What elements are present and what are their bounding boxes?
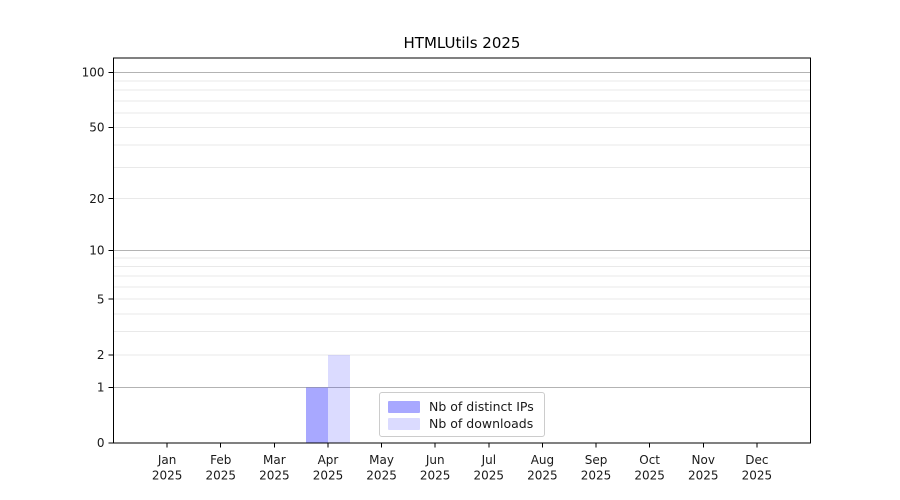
x-tick-label-year: 2025 [420,469,451,483]
x-tick-label-month: Feb [210,453,231,467]
y-tick-labels: 0 1 2 5 10 20 50 100 [82,66,105,450]
y-tick-label: 1 [97,381,105,395]
legend-swatch-distinct-ips [388,400,420,413]
x-tick-label-month: Dec [745,453,768,467]
x-tick-label-month: Jan [157,453,177,467]
x-tick-label-month: Jun [425,453,445,467]
x-tick-label-year: 2025 [366,469,397,483]
y-tick-label: 50 [89,121,104,135]
y-tick-label: 2 [97,348,105,362]
x-tick-label-year: 2025 [634,469,665,483]
x-tick-label-year: 2025 [742,469,773,483]
chart-title: HTMLUtils 2025 [403,34,521,52]
bar-distinct-ips [305,387,328,443]
x-tick-label-month: Jul [481,453,496,467]
x-tick-label-month: Mar [263,453,286,467]
y-tick-label: 100 [82,66,105,80]
x-tick-label-month: Sep [585,453,608,467]
tick-marks [108,72,758,448]
x-tick-label-year: 2025 [474,469,505,483]
legend-item-downloads: Nb of downloads [386,415,538,432]
x-tick-label-month: Aug [531,453,554,467]
x-tick-label-year: 2025 [688,469,719,483]
y-gridlines-major [113,72,811,388]
x-tick-label-month: Apr [318,453,339,467]
x-tick-label-year: 2025 [259,469,290,483]
x-tick-label-year: 2025 [527,469,558,483]
bars [305,354,350,443]
legend-label-distinct-ips: Nb of distinct IPs [429,399,534,414]
legend-item-distinct-ips: Nb of distinct IPs [386,398,538,415]
legend-label-downloads: Nb of downloads [429,416,534,431]
x-tick-label-year: 2025 [313,469,344,483]
legend: Nb of distinct IPs Nb of downloads [379,392,545,437]
y-tick-label: 0 [97,436,105,450]
bar-downloads [327,354,350,443]
y-tick-label: 5 [97,292,105,306]
y-gridlines-minor [113,80,811,356]
x-tick-label-year: 2025 [205,469,236,483]
x-tick-label-year: 2025 [152,469,183,483]
x-tick-label-year: 2025 [581,469,612,483]
x-tick-label-month: Oct [639,453,660,467]
x-tick-label-month: Nov [692,453,715,467]
legend-swatch-downloads [388,417,420,430]
x-tick-labels: Jan 2025 Feb 2025 Mar 2025 Apr 2025 May 2025 Jun 20… [152,453,772,483]
x-tick-label-month: May [369,453,394,467]
y-tick-label: 20 [89,192,104,206]
y-tick-label: 10 [89,244,104,258]
